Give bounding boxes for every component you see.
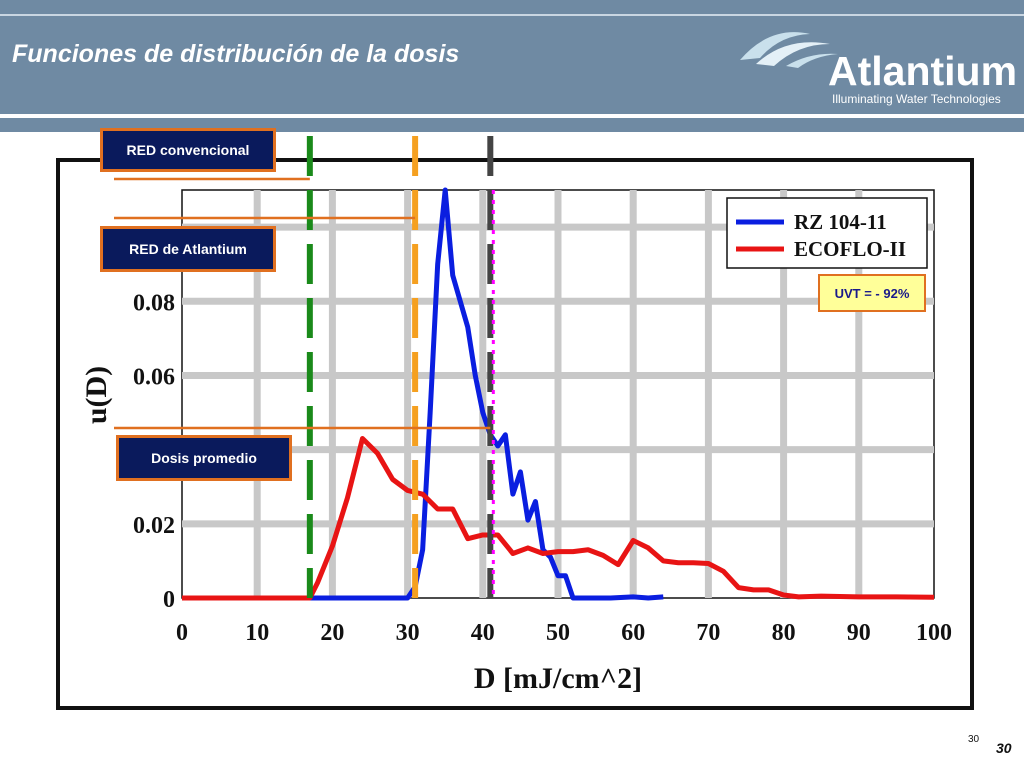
header-separator: [0, 114, 1024, 118]
x-tick-label: 30: [396, 620, 420, 646]
x-tick-label: 70: [696, 620, 720, 646]
x-tick-label: 20: [320, 620, 344, 646]
x-tick-label: 40: [471, 620, 495, 646]
callout-red-convencional: RED convencional: [100, 128, 276, 172]
slide-title: Funciones de distribución de la dosis: [12, 40, 460, 68]
page-number-small: 30: [968, 734, 980, 745]
x-tick-label: 50: [546, 620, 570, 646]
atlantium-logo: Atlantium Illuminating Water Technologie…: [740, 20, 1020, 110]
x-axis-label: D [mJ/cm^2]: [474, 662, 642, 695]
wave-logo-icon: [740, 32, 838, 68]
x-tick-label: 80: [772, 620, 796, 646]
x-tick-label: 10: [245, 620, 269, 646]
x-tick-label: 0: [176, 620, 188, 646]
y-tick-label: 0.08: [133, 290, 175, 316]
callout-dosis-promedio: Dosis promedio: [116, 435, 292, 481]
legend-label: ECOFLO-II: [794, 237, 906, 261]
y-axis-label: u(D): [80, 366, 113, 424]
y-tick-label: 0.06: [133, 364, 175, 390]
uvt-note: UVT = - 92%: [818, 274, 926, 312]
legend: RZ 104-11 ECOFLO-II: [726, 197, 928, 269]
slide-header: Funciones de distribución de la dosis At…: [0, 0, 1024, 114]
logo-tagline: Illuminating Water Technologies: [832, 92, 1001, 106]
header-top-line: [0, 14, 1024, 16]
logo-wordmark: Atlantium: [828, 48, 1018, 94]
legend-box: [726, 197, 928, 269]
x-tick-label: 100: [916, 620, 952, 646]
callout-red-atlantium: RED de Atlantium: [100, 226, 276, 272]
y-tick-label: 0: [163, 587, 175, 613]
series-line-rz: [182, 187, 664, 601]
x-tick-label: 90: [847, 620, 871, 646]
x-tick-label: 60: [621, 620, 645, 646]
series-line-ecoflo: [182, 436, 935, 601]
y-tick-label: 0.02: [133, 513, 175, 539]
page-number: 30: [996, 740, 1012, 756]
legend-label: RZ 104-11: [794, 210, 887, 234]
